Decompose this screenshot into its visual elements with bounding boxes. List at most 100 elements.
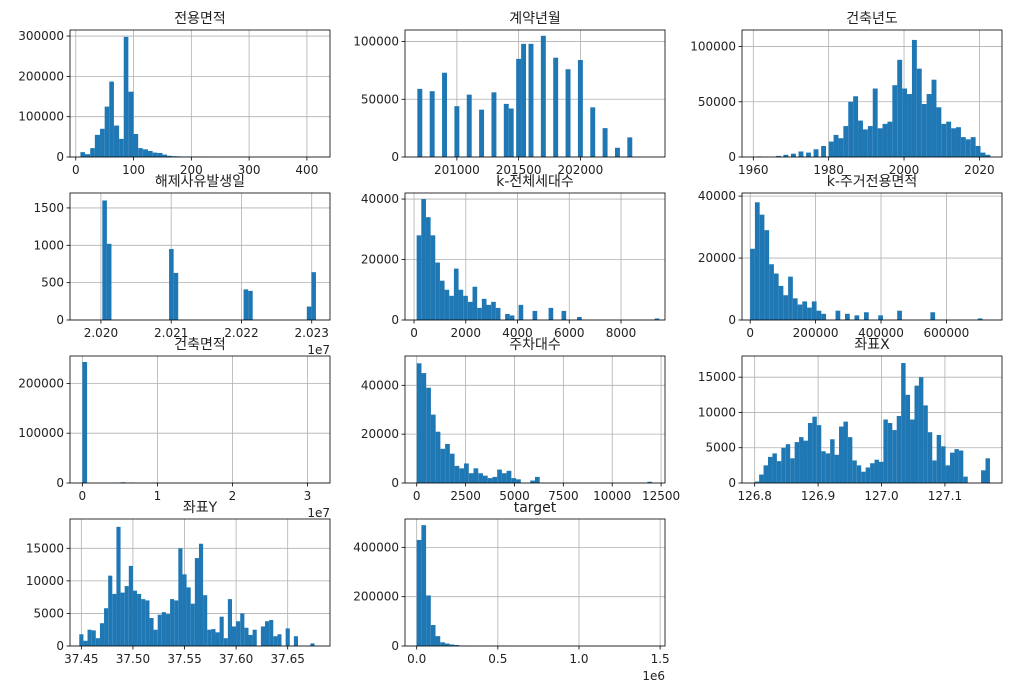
histogram-bar [530,480,535,483]
histogram-bar [905,394,911,483]
histogram-bar [119,138,124,157]
x-tick-label: 202000 [557,163,603,177]
histogram-bar [454,645,460,646]
x-tick-label: 127.0 [864,489,898,503]
histogram-bar [426,387,431,483]
y-tick-label: 0 [56,476,64,490]
histogram-bar [892,85,898,157]
histogram-bar [781,447,786,483]
y-tick-label: 5000 [33,606,64,620]
histogram-bar [985,154,991,157]
histogram-bar [977,318,983,320]
histogram-bar [167,155,172,157]
histogram-bar [467,301,473,320]
histogram-bar [956,127,961,157]
y-tick-label: 300000 [18,29,64,43]
histogram-bar [772,453,777,483]
histogram-bar [149,617,154,646]
x-tick-label: 600000 [923,326,969,340]
x-tick-label: 300 [238,163,261,177]
histogram-bar [565,69,571,157]
histogram-bar [128,91,134,157]
histogram-bar [425,217,431,320]
histogram-bar [882,123,888,157]
panel-title: target [514,500,557,516]
histogram-panel: 0 2000 4000 6000 8000 0 20000 40000 k-전체세대수 [361,174,666,340]
y-tick-label: 0 [56,313,64,327]
x-tick-label: 0 [79,489,87,503]
histogram-bar [145,600,150,646]
histogram-bar [941,123,947,157]
histogram-bar [838,138,844,157]
histogram-bar [306,306,312,320]
histogram-bar [458,289,464,320]
y-tick-label: 200000 [18,376,64,390]
histogram-bar [878,315,883,320]
histogram-bar [104,608,109,646]
histogram-panel: 0 2500 5000 7500 10000 12500 0 20000 40000 주차대수 [361,337,680,503]
histogram-bar [532,310,538,320]
histogram-bar [763,465,768,483]
histogram-bar [442,72,447,157]
histogram-bar [293,636,299,646]
histogram-bar [128,565,133,646]
histogram-bar [161,612,166,646]
histogram-bar [833,134,839,157]
histogram-bar [482,475,488,483]
histogram-panel: 0 200000 400000 600000 0 20000 40000 k-주거전용면적 [698,174,1003,340]
histogram-bar [528,43,534,157]
histogram-bar [843,126,849,157]
histogram-bar [614,147,620,157]
x-tick-label: 400000 [858,326,904,340]
x-tick-label: 37.65 [271,652,305,666]
histogram-bar [311,272,316,320]
panel-title: 주차대수 [509,337,561,353]
histogram-bar [910,419,915,483]
x-tick-label: 37.50 [116,652,150,666]
histogram-bar [516,479,521,483]
histogram-panel: 0 1 2 3 0 100000 200000 1e7 건축면적 [18,337,331,520]
y-tick-label: 15000 [698,370,736,384]
histogram-bar [790,153,796,157]
histogram-bar [936,435,942,483]
histogram-bar [845,313,850,320]
x-tick-label: 126.8 [738,489,772,503]
x-tick-label: 1.5 [651,652,670,666]
histogram-bar [85,154,91,157]
axes-frame [741,192,1003,321]
histogram-bar [277,634,282,646]
histogram-bar [171,156,177,157]
x-offset-label: 1e7 [307,506,330,520]
histogram-bar [828,141,834,157]
x-tick-label: 126.9 [801,489,835,503]
x-tick-label: 100 [122,163,145,177]
histogram-bar [240,613,245,646]
histogram-bar [963,476,968,483]
histogram-bar [207,629,212,646]
histogram-bar [211,629,216,646]
x-tick-label: 2 [229,489,237,503]
histogram-bar [863,312,869,320]
panel-title: 전용면적 [174,11,226,27]
x-tick-label: 0.5 [488,652,507,666]
histogram-bar [778,285,784,320]
histogram-bar [223,638,228,646]
y-tick-label: 50000 [698,95,736,109]
histogram-bar [430,235,436,320]
histogram-bar [468,473,474,483]
histogram-bar [162,154,168,157]
histogram-bar [174,600,179,646]
histogram-bar [157,152,163,157]
x-tick-label: 0 [746,326,754,340]
histogram-bar [872,88,878,157]
histogram-bar [848,101,854,157]
histogram-bar [454,106,460,157]
histogram-bar [807,423,813,483]
histogram-bar [788,276,793,320]
histogram-bar [100,128,105,157]
histogram-bar [495,307,501,320]
y-tick-label: 20000 [361,427,399,441]
axes-frame [69,355,331,484]
axes-frame [741,355,1003,484]
histogram-bar [887,121,893,157]
